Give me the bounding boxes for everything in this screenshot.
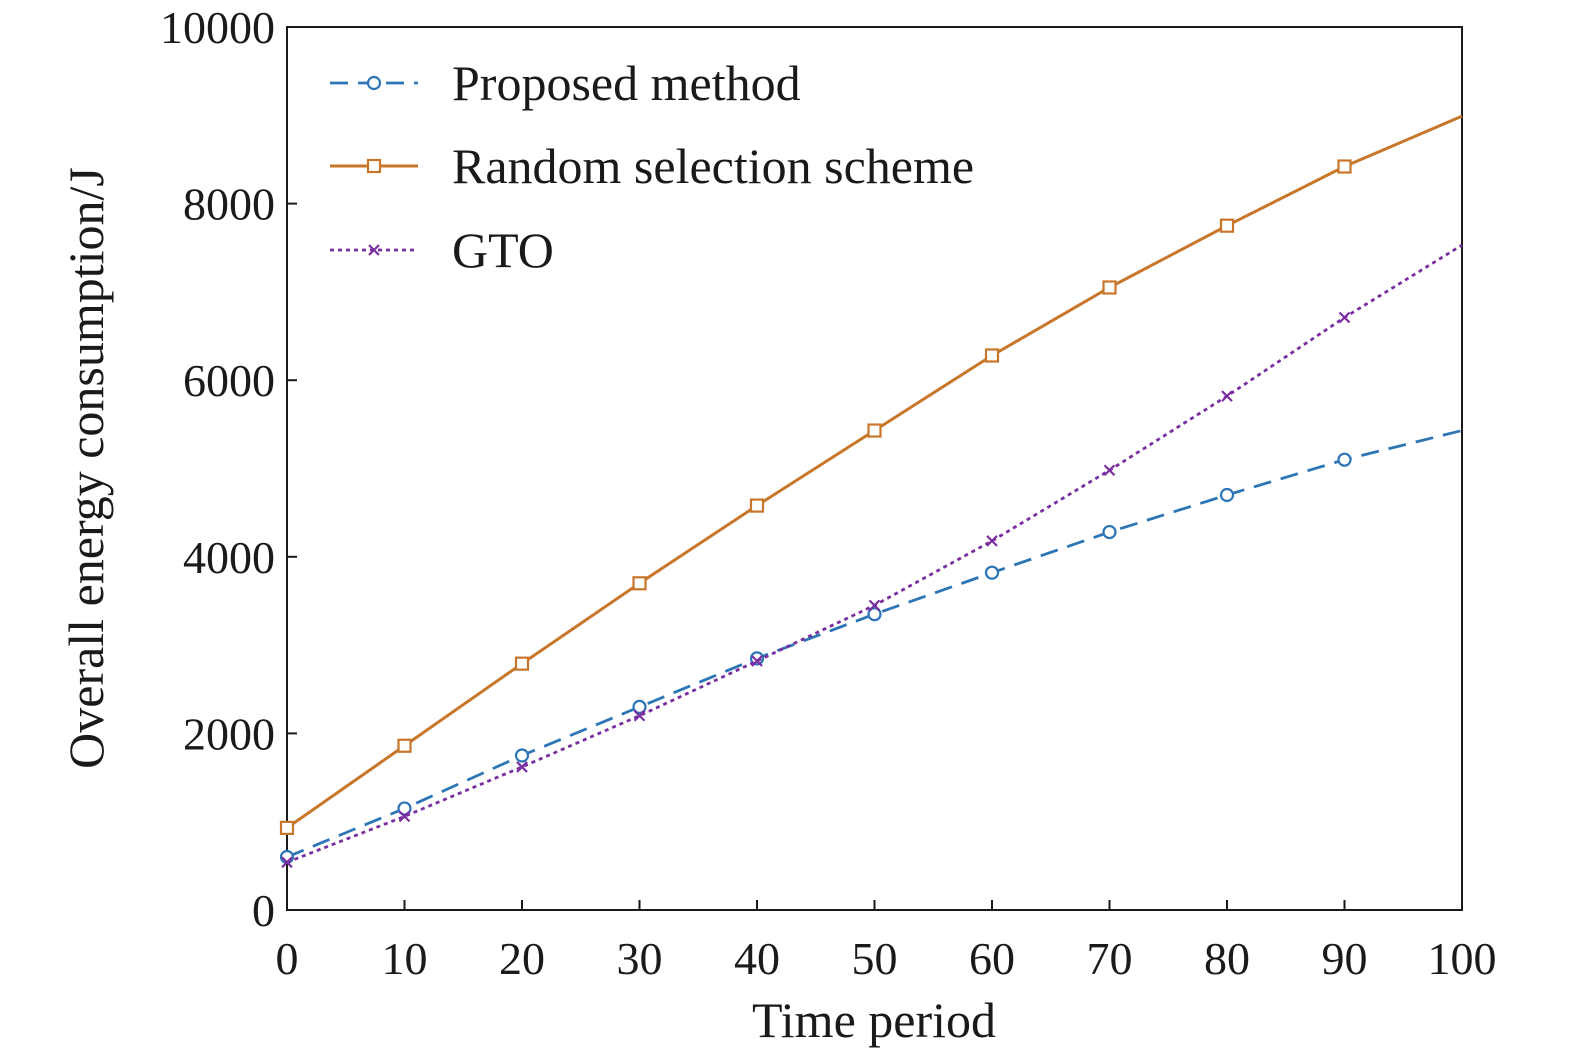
legend-marker (368, 244, 380, 256)
legend: Proposed method Random selection scheme GT… (330, 55, 974, 278)
y-tick-label: 0 (252, 885, 275, 936)
data-point (279, 820, 295, 835)
data-point (751, 655, 763, 667)
data-point (1103, 464, 1116, 477)
legend-label: GTO (452, 222, 554, 278)
data-point (514, 656, 530, 671)
legend-item-2: GTO (330, 222, 554, 278)
data-point (632, 576, 647, 591)
data-point (1337, 159, 1352, 174)
data-point (1221, 390, 1233, 402)
data-point (281, 856, 293, 869)
legend-label: Random selection scheme (452, 138, 974, 194)
data-point (749, 498, 765, 513)
x-tick-label: 80 (1204, 933, 1250, 984)
x-tick-label: 10 (382, 933, 428, 984)
y-tick-label: 10000 (160, 2, 275, 53)
legend-label: Proposed method (452, 55, 801, 111)
data-point (868, 599, 881, 612)
x-tick-label: 90 (1322, 933, 1368, 984)
x-axis-ticks: 0 10 20 30 40 50 60 70 80 90 100 (276, 900, 1497, 984)
x-tick-label: 40 (734, 933, 780, 984)
legend-marker (366, 75, 382, 91)
x-tick-label: 0 (276, 933, 299, 984)
data-point (986, 535, 998, 547)
x-tick-label: 70 (1087, 933, 1133, 984)
data-point (867, 607, 882, 622)
x-tick-label: 100 (1428, 933, 1497, 984)
y-tick-label: 4000 (183, 532, 275, 583)
y-tick-label: 6000 (183, 355, 275, 406)
data-point (984, 565, 1000, 580)
data-point (633, 709, 646, 722)
x-tick-label: 60 (969, 933, 1015, 984)
data-point (1337, 452, 1352, 467)
y-tick-label: 2000 (183, 708, 275, 759)
x-axis-title: Time period (752, 992, 996, 1048)
x-tick-label: 20 (499, 933, 545, 984)
y-tick-label: 8000 (183, 179, 275, 230)
y-axis-title: Overall energy consumption/J (58, 167, 114, 769)
data-point (1219, 487, 1235, 503)
x-tick-label: 30 (617, 933, 663, 984)
legend-item-0: Proposed method (330, 55, 801, 111)
data-point (397, 738, 412, 753)
data-point (1102, 524, 1117, 540)
data-point (516, 761, 528, 773)
series-1 (279, 114, 1463, 835)
y-axis-ticks: 0 2000 4000 6000 8000 10000 (160, 2, 297, 936)
data-point (1102, 280, 1117, 295)
data-point (632, 699, 647, 715)
data-point (867, 423, 882, 438)
data-point (1219, 218, 1235, 233)
data-point (984, 348, 1000, 363)
x-tick-label: 50 (852, 933, 898, 984)
series-line (286, 243, 1463, 864)
data-point (749, 651, 765, 666)
data-point (398, 810, 411, 823)
series-2 (281, 243, 1463, 869)
series-0 (279, 429, 1463, 865)
legend-marker (366, 158, 382, 174)
legend-item-1: Random selection scheme (330, 138, 974, 194)
data-point (514, 748, 530, 763)
data-point (397, 801, 412, 816)
series-line (286, 429, 1463, 859)
data-point (1338, 311, 1351, 324)
series-layer (279, 114, 1463, 869)
